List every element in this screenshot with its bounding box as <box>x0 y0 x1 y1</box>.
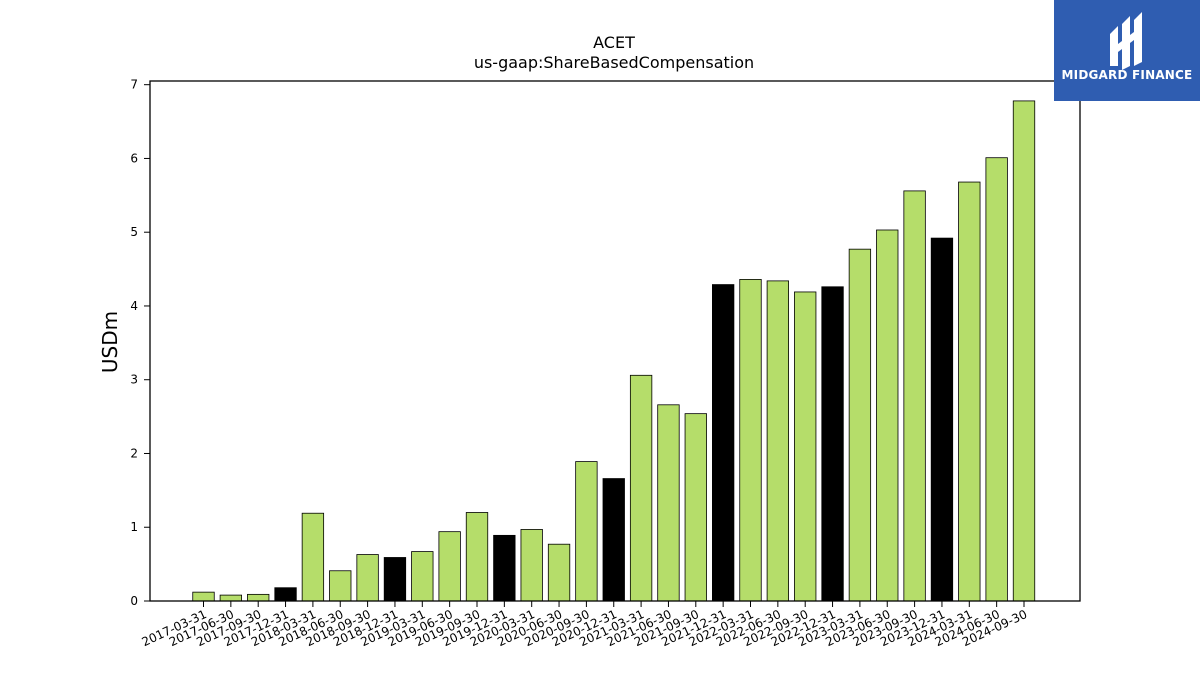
bar-2024-03-31 <box>958 181 981 602</box>
bar-2018-06-30 <box>329 570 352 602</box>
y-axis: 0 1 2 3 4 5 6 7 <box>130 78 150 608</box>
bar-2017-12-31 <box>274 587 297 602</box>
bar-2021-09-30 <box>684 413 707 602</box>
bar-2017-06-30 <box>219 594 243 602</box>
bar-2020-09-30 <box>575 461 598 602</box>
bar-2021-12-31 <box>712 284 735 602</box>
y-tick-label: 2 <box>130 446 138 460</box>
bar-2024-06-30 <box>985 157 1008 602</box>
bar-2019-03-31 <box>411 551 434 602</box>
y-tick-label: 3 <box>130 373 138 387</box>
bar-2023-12-31 <box>930 237 954 602</box>
y-tick-label: 1 <box>130 520 138 534</box>
bar-2019-06-30 <box>438 531 461 602</box>
plot-frame <box>149 80 1081 602</box>
logo-text: MIDGARD FINANCE <box>1061 68 1193 82</box>
bar-2017-03-31 <box>192 591 215 602</box>
bar-2020-06-30 <box>547 543 571 602</box>
bar-2022-09-30 <box>794 291 817 602</box>
chart-title: ACET <box>593 33 635 52</box>
y-tick-label: 5 <box>130 225 138 239</box>
bar-2022-06-30 <box>766 280 789 602</box>
bar-2019-12-31 <box>493 534 516 602</box>
bar-2018-03-31 <box>301 512 325 602</box>
midgard-finance-logo: MIDGARD FINANCE <box>1054 0 1200 101</box>
chart-subtitle: us-gaap:ShareBasedCompensation <box>474 53 754 72</box>
bar-2019-09-30 <box>465 512 489 602</box>
bar-2022-03-31 <box>739 279 762 602</box>
bar-2023-03-31 <box>848 248 872 602</box>
bar-2017-09-30 <box>247 593 270 602</box>
bar-2021-03-31 <box>629 374 653 602</box>
y-tick-label: 6 <box>130 151 138 165</box>
bar-2020-12-31 <box>602 478 625 602</box>
bar-2023-09-30 <box>903 190 926 602</box>
y-axis-label: USDm <box>98 311 122 373</box>
bar-2023-06-30 <box>876 229 899 602</box>
x-axis: 2017-03-312017-06-302017-09-302017-12-31… <box>140 601 1029 649</box>
bar-2018-09-30 <box>356 554 379 602</box>
y-tick-label: 7 <box>130 78 138 92</box>
bar-2020-03-31 <box>520 529 543 602</box>
y-tick-label: 0 <box>130 594 138 608</box>
bar-2018-12-31 <box>383 557 407 602</box>
bars-group <box>192 100 1036 602</box>
bar-2024-09-30 <box>1012 100 1036 602</box>
bar-2022-12-31 <box>821 286 844 602</box>
logo-mark-icon <box>1110 12 1142 70</box>
bar-2021-06-30 <box>657 404 680 602</box>
y-tick-label: 4 <box>130 299 138 313</box>
